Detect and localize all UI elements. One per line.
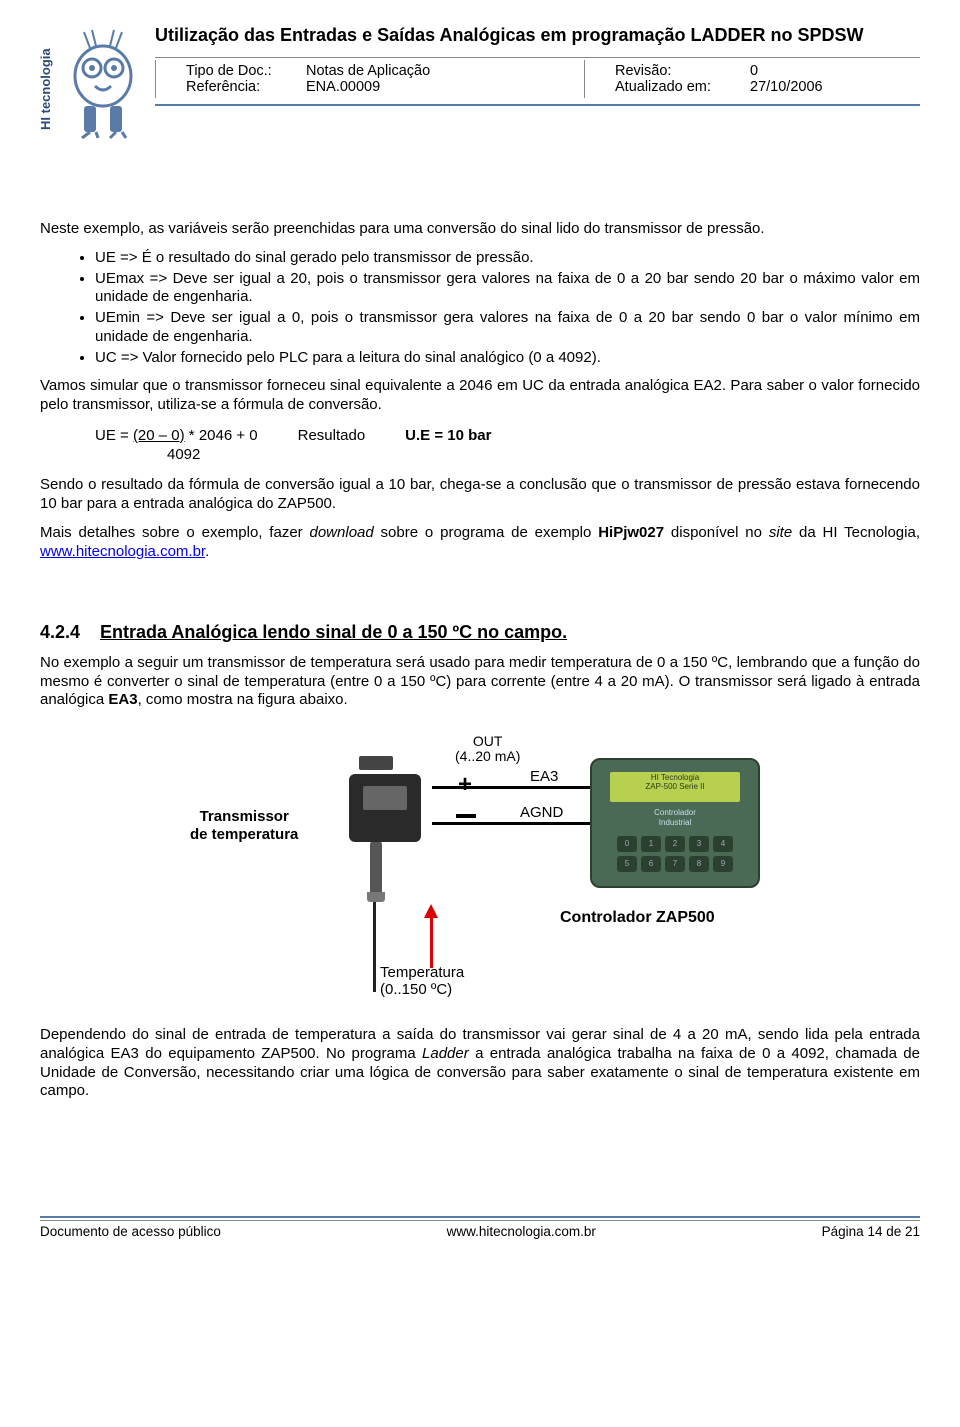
download-italic: download — [310, 524, 374, 541]
footer-left: Documento de acesso público — [40, 1224, 221, 1239]
doc-type-label: Tipo de Doc.: — [186, 63, 306, 79]
plus-icon: + — [458, 770, 472, 800]
formula-lhs: UE = — [95, 427, 133, 444]
section-heading: 4.2.4 Entrada Analógica lendo sinal de 0 … — [40, 621, 920, 644]
page-content: Neste exemplo, as variáveis serão preenc… — [40, 140, 920, 1101]
site-italic: site — [769, 524, 792, 541]
doc-title: Utilização das Entradas e Saídas Analógi… — [155, 20, 920, 57]
formula-mid: Resultado — [298, 427, 366, 446]
upd-value: 27/10/2006 — [750, 79, 823, 95]
formula-num-rest: * 2046 + 0 — [185, 427, 258, 444]
formula-result: U.E = 10 bar — [405, 427, 491, 446]
wire-ground — [432, 822, 592, 825]
ea3-bold: EA3 — [108, 691, 137, 708]
ref-label: Referência: — [186, 79, 306, 95]
list-item: UC => Valor fornecido pelo PLC para a le… — [95, 349, 920, 368]
minus-icon — [456, 814, 476, 818]
rev-label: Revisão: — [615, 63, 750, 79]
intro-para: Neste exemplo, as variáveis serão preenc… — [40, 220, 920, 239]
company-logo: HI tecnologia — [40, 20, 145, 140]
ref-value: ENA.00009 — [306, 79, 380, 95]
temperature-arrow-icon — [424, 904, 438, 968]
list-item: UEmax => Deve ser igual a 20, pois o tra… — [95, 270, 920, 308]
temperature-label: Temperatura (0..150 ºC) — [380, 964, 464, 999]
upd-label: Atualizado em: — [615, 79, 750, 95]
wiring-diagram: Transmissor de temperatura OUT (4..20 mA… — [40, 728, 920, 1008]
program-name: HiPjw027 — [598, 524, 664, 541]
ladder-italic: Ladder — [422, 1045, 469, 1062]
section-title: Entrada Analógica lendo sinal de 0 a 150… — [100, 622, 567, 642]
doc-type-value: Notas de Aplicação — [306, 63, 430, 79]
list-item: UEmin => Deve ser igual a 0, pois o tran… — [95, 309, 920, 347]
formula-den: 4092 — [95, 446, 258, 465]
formula-num-ul: (20 – 0) — [133, 427, 185, 444]
formula: UE = (20 – 0) * 2046 + 0 4092 Resultado … — [95, 427, 920, 465]
company-link[interactable]: www.hitecnologia.com.br — [40, 543, 205, 560]
section-number: 4.2.4 — [40, 621, 80, 644]
list-item: UE => É o resultado do sinal gerado pelo… — [95, 249, 920, 268]
footer-center: www.hitecnologia.com.br — [447, 1224, 596, 1239]
page-header: HI tecnologia Utilização das Entradas e … — [40, 20, 920, 140]
footer-right: Página 14 de 21 — [822, 1224, 920, 1239]
link-para: Mais detalhes sobre o exemplo, fazer dow… — [40, 524, 920, 562]
transmitter-label: Transmissor de temperatura — [190, 808, 298, 844]
agnd-label: AGND — [520, 804, 563, 823]
output-label: OUT (4..20 mA) — [455, 734, 520, 765]
result-para: Sendo o resultado da fórmula de conversã… — [40, 476, 920, 514]
sim-para: Vamos simular que o transmissor forneceu… — [40, 377, 920, 415]
controller-label: Controlador ZAP500 — [560, 908, 715, 928]
ea3-label: EA3 — [530, 768, 558, 787]
section-para-1: No exemplo a seguir um transmissor de te… — [40, 654, 920, 710]
wire-positive — [432, 786, 592, 789]
rev-value: 0 — [750, 63, 758, 79]
controller-lcd: HI Tecnologia ZAP-500 Serie II — [610, 772, 740, 802]
doc-meta: Tipo de Doc.: Notas de Aplicação Referên… — [155, 60, 920, 98]
transmitter-device — [340, 756, 430, 886]
variable-list: UE => É o resultado do sinal gerado pelo… — [40, 249, 920, 368]
section-para-2: Dependendo do sinal de entrada de temper… — [40, 1026, 920, 1101]
svg-text:HI tecnologia: HI tecnologia — [40, 48, 53, 130]
controller-device: HI Tecnologia ZAP-500 Serie II Controlad… — [590, 758, 760, 888]
page-footer: Documento de acesso público www.hitecnol… — [40, 1216, 920, 1239]
